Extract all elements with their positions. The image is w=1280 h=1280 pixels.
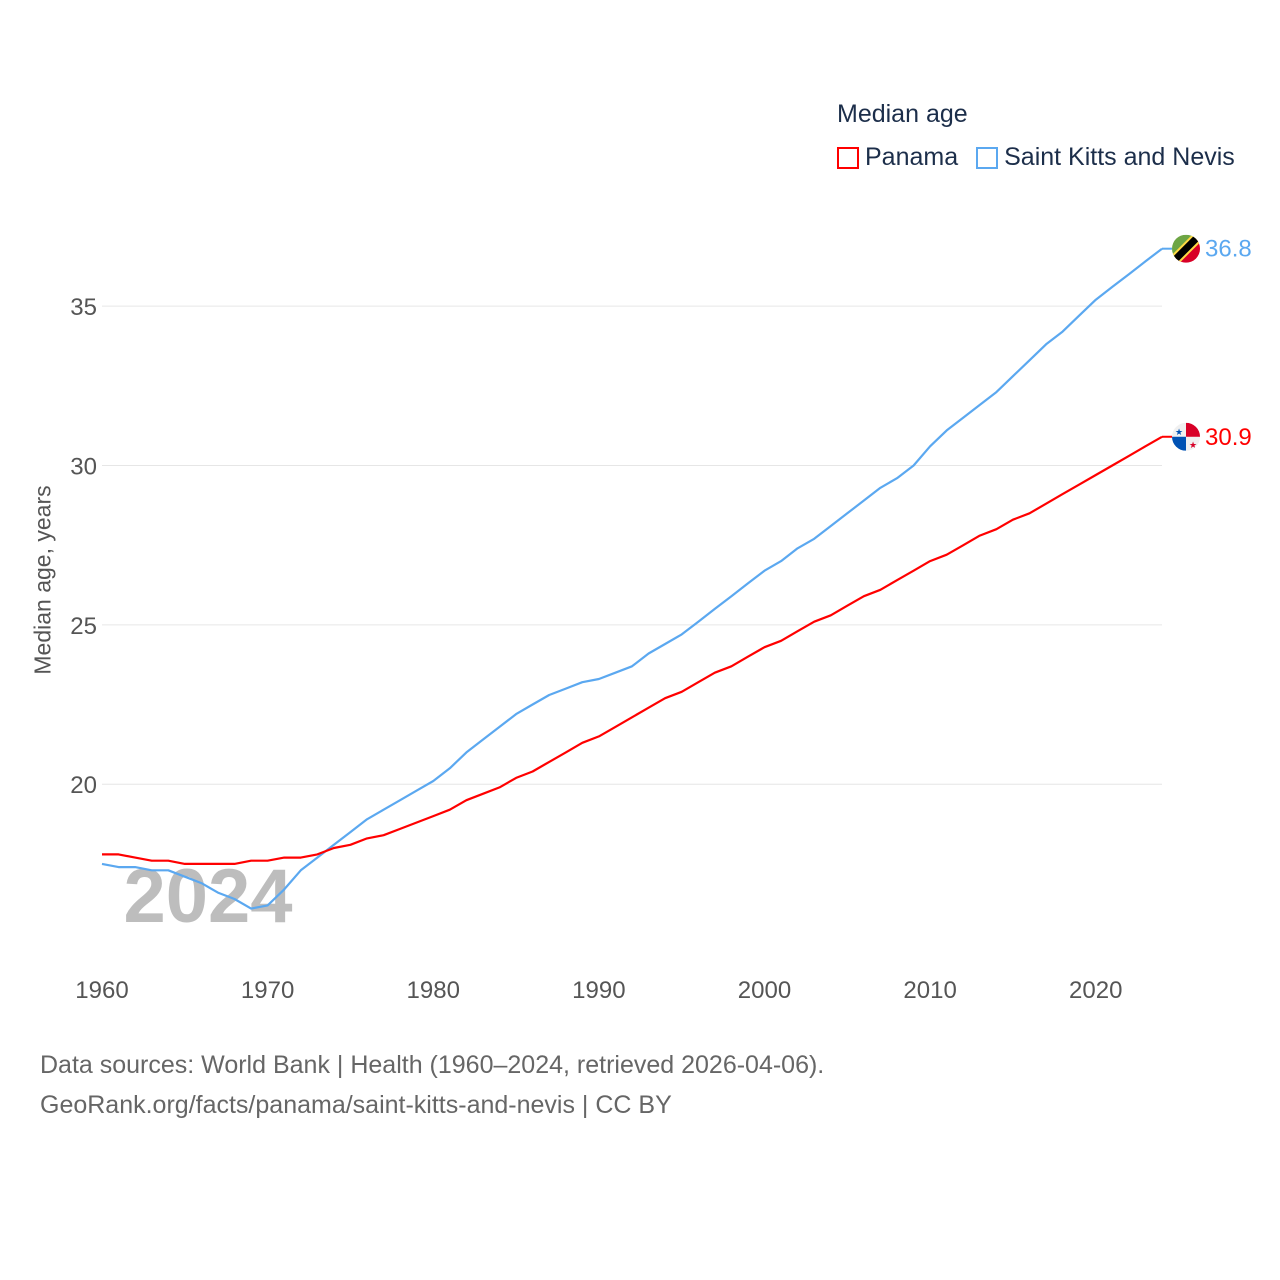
legend-title: Median age — [837, 100, 968, 128]
x-tick-label: 1980 — [407, 977, 460, 1004]
legend-label: Panama — [865, 143, 959, 171]
saint-kitts-flag-icon — [1172, 234, 1200, 263]
x-tick-label: 2010 — [903, 977, 956, 1004]
star-icon: ★ — [1189, 440, 1197, 450]
flag-field — [1186, 422, 1200, 437]
flag-field — [1172, 436, 1186, 451]
end-value-label: 30.9 — [1205, 424, 1252, 451]
legend-swatch — [837, 146, 859, 169]
footer: Data sources: World Bank | Health (1960–… — [40, 1045, 824, 1125]
series-line-panama — [102, 435, 1163, 866]
x-tick-label: 2020 — [1069, 977, 1122, 1004]
x-tick-label: 1970 — [241, 977, 294, 1004]
star-icon: ★ — [1175, 427, 1183, 437]
flag-stripe — [1172, 234, 1200, 263]
flag — [1172, 234, 1200, 263]
x-tick-label: 2000 — [738, 977, 791, 1004]
x-tick-label: 1960 — [75, 977, 128, 1004]
legend-label: Saint Kitts and Nevis — [1004, 143, 1235, 171]
legend: Panama Saint Kitts and Nevis — [837, 143, 1253, 172]
data-source: Data sources: World Bank | Health (1960–… — [40, 1051, 825, 1079]
source-link[interactable]: GeoRank.org/facts/panama/saint-kitts-and… — [40, 1091, 672, 1119]
legend-swatch — [976, 146, 999, 169]
panama-flag-icon: ★★ — [1172, 422, 1200, 451]
x-tick-label: 1990 — [572, 977, 625, 1004]
y-tick-label: 30 — [70, 453, 97, 480]
y-axis-label: Median age, years — [29, 485, 56, 675]
y-tick-label: 25 — [70, 613, 97, 640]
end-value-label: 36.8 — [1205, 236, 1252, 263]
legend-item-saint-kitts[interactable]: Saint Kitts and Nevis — [976, 143, 1235, 172]
legend-item-panama[interactable]: Panama — [837, 143, 958, 172]
year-watermark: 2024 — [123, 854, 292, 939]
series-line-saint-kitts-and-nevis — [101, 247, 1163, 910]
flag: ★★ — [1172, 422, 1200, 451]
y-tick-label: 20 — [70, 772, 97, 799]
y-tick-label: 35 — [70, 294, 97, 321]
